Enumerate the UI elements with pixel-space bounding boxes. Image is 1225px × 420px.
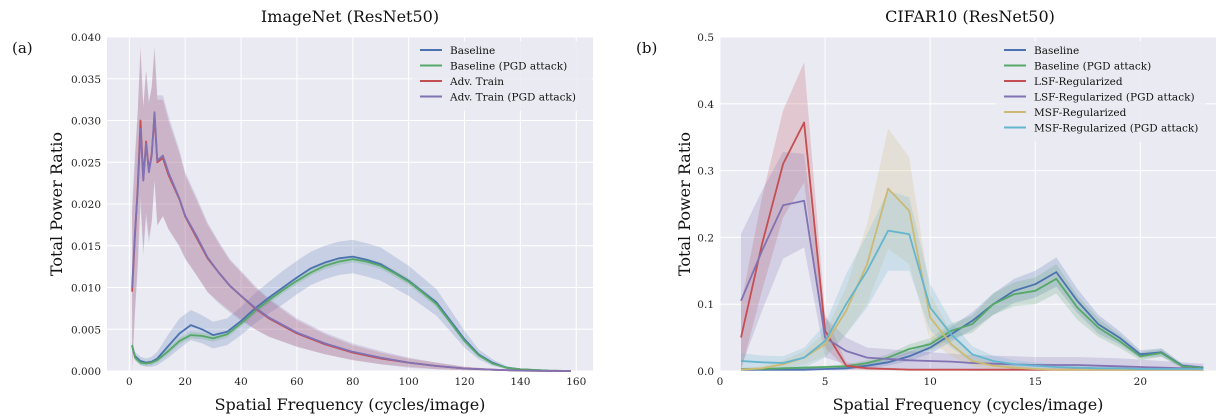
y-ticks-b: 0.0 0.1 0.2 0.3 0.4 0.5 bbox=[697, 32, 714, 378]
series-lines-b bbox=[740, 121, 1204, 371]
legend-label: LSF-Regularized (PGD attack) bbox=[1034, 92, 1195, 104]
legend-label: Baseline (PGD attack) bbox=[1034, 61, 1151, 73]
x-tick-label: 0 bbox=[717, 376, 724, 388]
line-series-4 bbox=[740, 187, 1204, 371]
series-lines-a bbox=[131, 111, 571, 372]
y-tick-label: 0.030 bbox=[71, 116, 101, 128]
confidence-bands-a bbox=[132, 45, 571, 372]
x-tick-label: 100 bbox=[399, 376, 419, 388]
legend-label: Adv. Train (PGD attack) bbox=[449, 92, 576, 104]
x-tick-label: 80 bbox=[346, 376, 359, 388]
cifar10-chart: (b) CIFAR10 (ResNet50) 0 5 10 15 20 0.00.10.… bbox=[636, 7, 1216, 414]
y-tick-label: 0.5 bbox=[697, 32, 714, 44]
x-tick-label: 60 bbox=[290, 376, 303, 388]
x-axis-label-a: Spatial Frequency (cycles/image) bbox=[215, 395, 486, 414]
x-tick-label: 120 bbox=[454, 376, 474, 388]
legend-label: Adv. Train bbox=[449, 76, 504, 88]
line-series-3 bbox=[131, 111, 571, 372]
legend-box bbox=[996, 41, 1206, 142]
y-tick-label: 0.015 bbox=[71, 241, 101, 253]
band-series-3 bbox=[132, 45, 571, 372]
y-tick-label: 0.020 bbox=[71, 199, 101, 211]
legend-b: Baseline Baseline (PGD attack) LSF-Regular… bbox=[996, 41, 1206, 142]
x-tick-label: 0 bbox=[126, 376, 133, 388]
y-tick-label: 0.010 bbox=[71, 283, 101, 295]
x-tick-label: 5 bbox=[822, 376, 829, 388]
x-tick-label: 140 bbox=[510, 376, 530, 388]
y-tick-label: 0.4 bbox=[697, 99, 714, 111]
line-series-1 bbox=[741, 277, 1204, 370]
y-axis-label-a: Total Power Ratio bbox=[47, 132, 66, 276]
y-tick-label: 0.005 bbox=[71, 324, 101, 336]
band-series-3 bbox=[741, 151, 1204, 371]
legend-box bbox=[412, 41, 592, 111]
chart-title-a: ImageNet (ResNet50) bbox=[261, 7, 439, 26]
legend-label: Baseline (PGD attack) bbox=[450, 61, 567, 73]
y-axis-label-b: Total Power Ratio bbox=[675, 132, 694, 276]
y-tick-label: 0.040 bbox=[71, 32, 101, 44]
y-tick-label: 0.000 bbox=[71, 366, 101, 378]
y-tick-label: 0.0 bbox=[697, 366, 714, 378]
x-tick-label: 15 bbox=[1029, 376, 1042, 388]
y-tick-label: 0.2 bbox=[697, 232, 714, 244]
panel-label-b: (b) bbox=[636, 39, 657, 57]
y-tick-label: 0.035 bbox=[71, 74, 101, 86]
line-series-3 bbox=[740, 199, 1204, 370]
band-series-4 bbox=[741, 128, 1204, 371]
chart-title-b: CIFAR10 (ResNet50) bbox=[885, 7, 1055, 26]
x-tick-label: 20 bbox=[1134, 376, 1147, 388]
line-series-0 bbox=[741, 271, 1204, 371]
legend-label: LSF-Regularized bbox=[1034, 76, 1123, 88]
line-series-5 bbox=[740, 229, 1204, 370]
y-tick-label: 0.1 bbox=[697, 299, 714, 311]
y-ticks-a: 0.000 0.005 0.010 0.015 0.020 0.025 0.030 0.035… bbox=[71, 32, 101, 378]
band-series-0 bbox=[132, 239, 571, 371]
x-tick-label: 10 bbox=[923, 376, 936, 388]
band-series-2 bbox=[132, 45, 571, 372]
x-axis-label-b: Spatial Frequency (cycles/image) bbox=[833, 395, 1104, 414]
y-tick-label: 0.3 bbox=[697, 166, 714, 178]
legend-a: Baseline Baseline (PGD attack) Adv. Train A… bbox=[412, 41, 592, 111]
y-tick-label: 0.025 bbox=[71, 157, 101, 169]
line-series-1 bbox=[131, 258, 571, 372]
legend-label: Baseline bbox=[1034, 45, 1079, 57]
legend-label: Baseline bbox=[450, 45, 495, 57]
legend-label: MSF-Regularized bbox=[1034, 107, 1127, 119]
panel-label-a: (a) bbox=[12, 39, 33, 57]
x-ticks-a: 0 20 40 60 80 100 120 140 160 bbox=[126, 376, 586, 388]
imagenet-chart: (a) ImageNet (ResNet50) 0 20 40 60 80 100 120 1… bbox=[12, 7, 593, 414]
line-series-0 bbox=[131, 255, 571, 372]
x-tick-label: 20 bbox=[179, 376, 192, 388]
confidence-bands-b bbox=[741, 62, 1204, 372]
band-series-0 bbox=[741, 257, 1204, 371]
x-ticks-b: 0 5 10 15 20 bbox=[717, 376, 1147, 388]
legend-label: MSF-Regularized (PGD attack) bbox=[1034, 123, 1198, 135]
x-tick-label: 40 bbox=[234, 376, 247, 388]
band-series-1 bbox=[741, 264, 1204, 371]
x-tick-label: 160 bbox=[566, 376, 586, 388]
